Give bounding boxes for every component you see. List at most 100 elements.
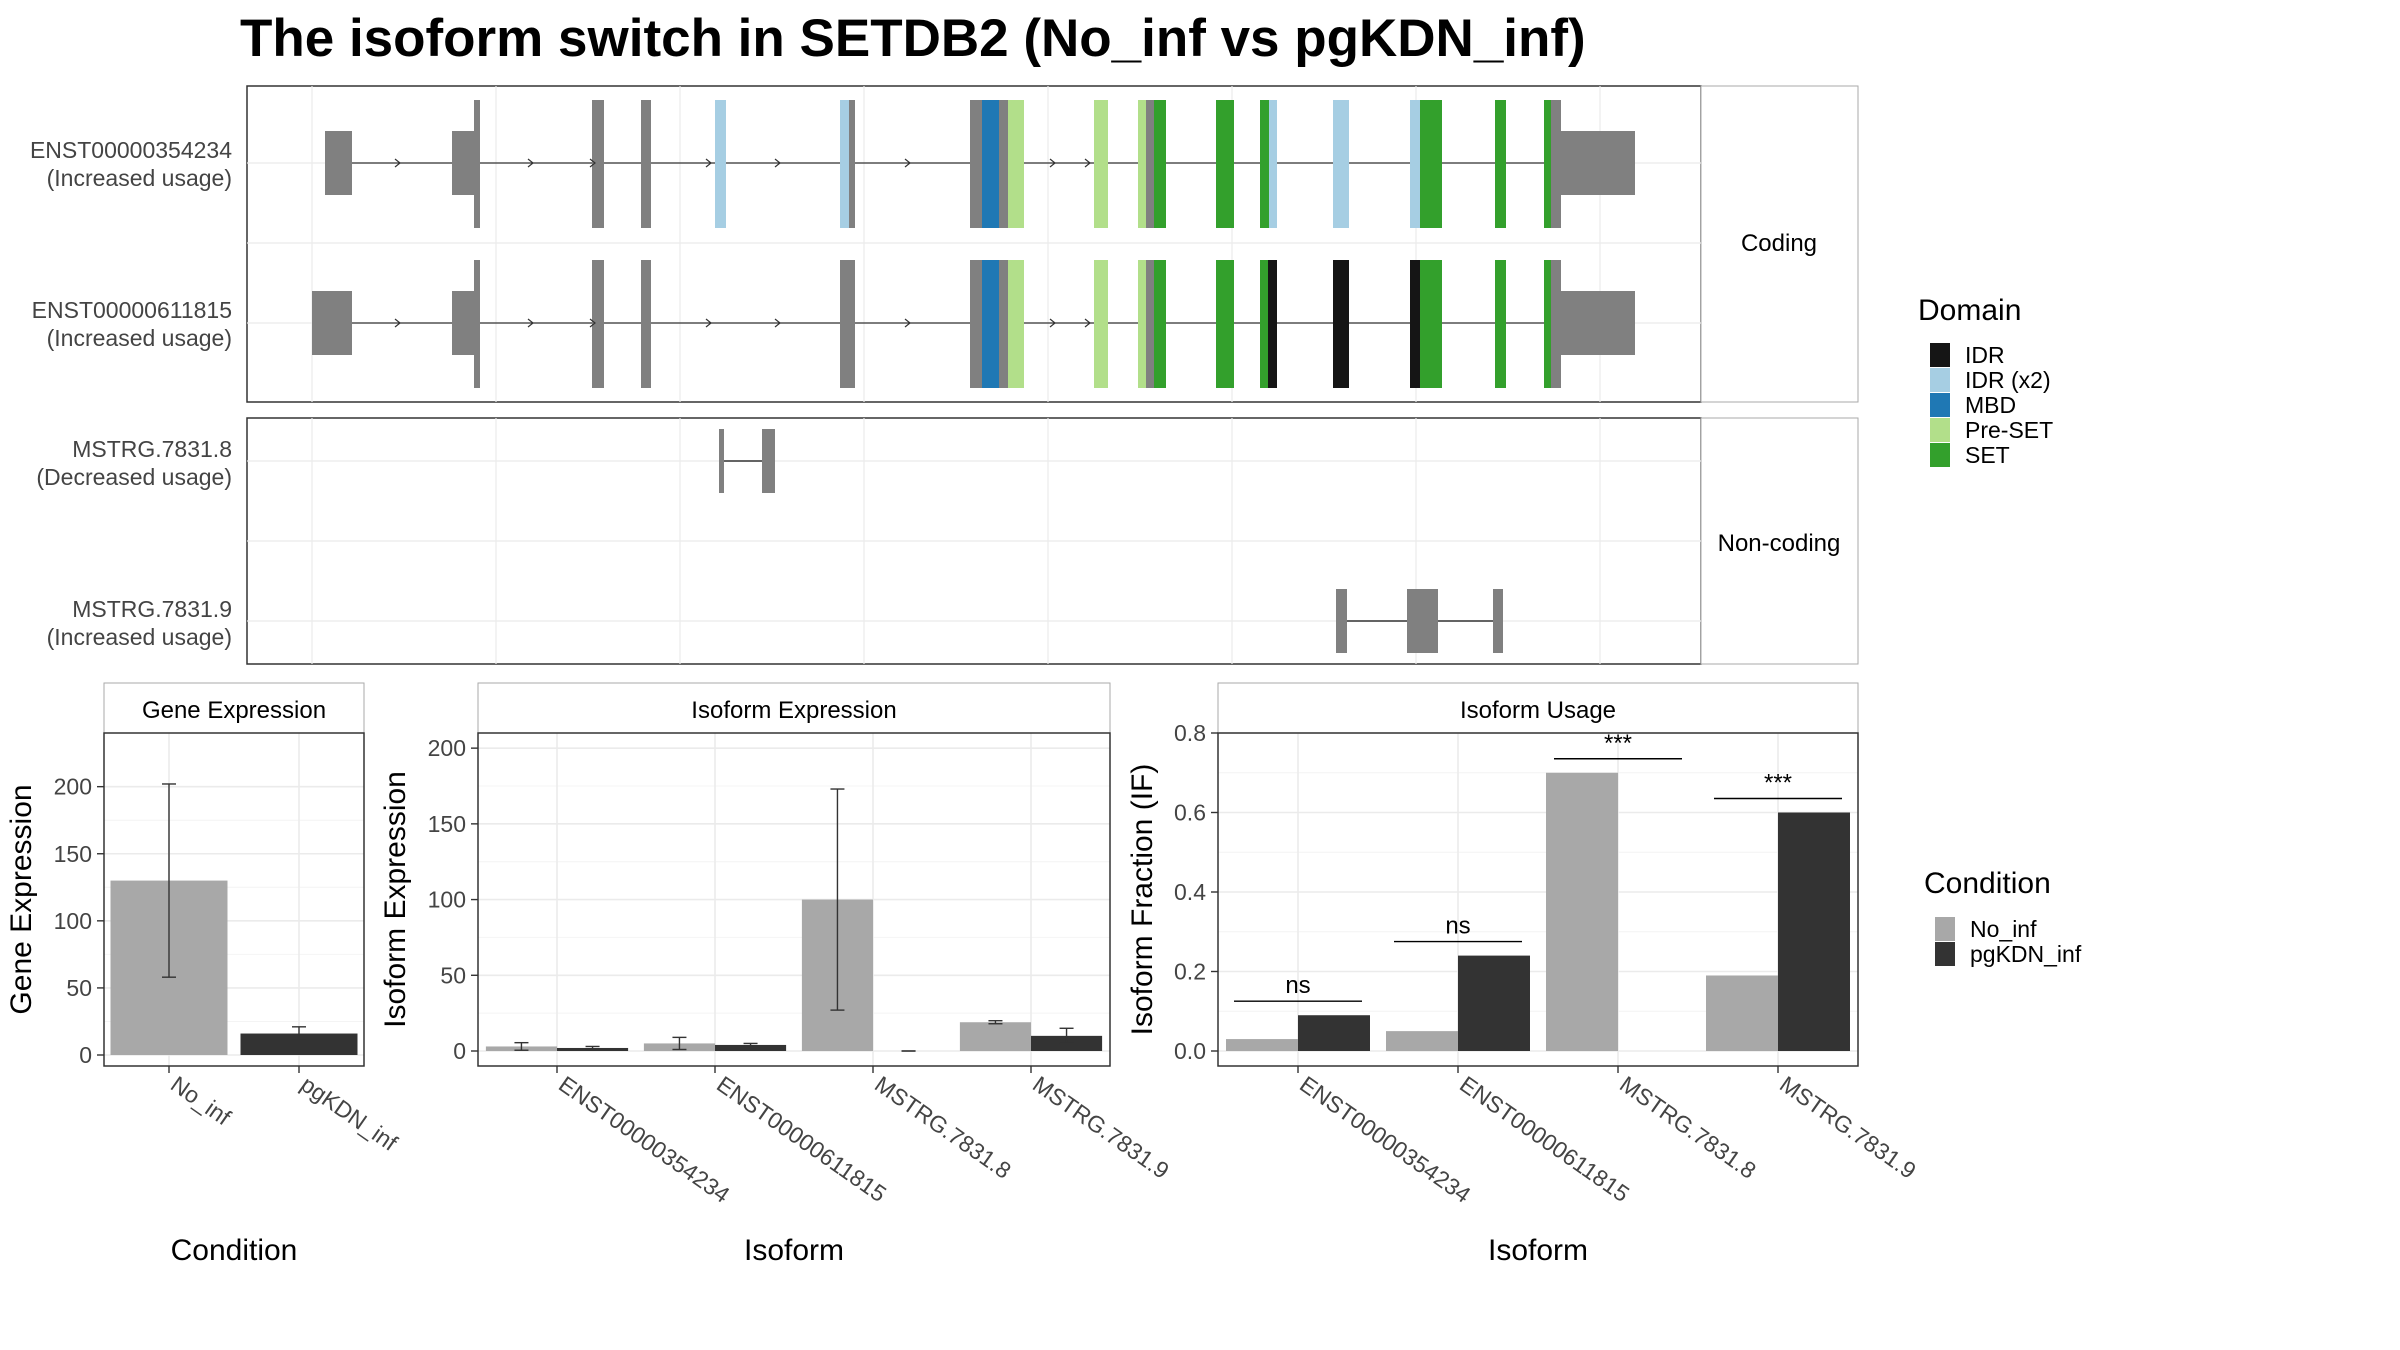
transcript-usage-2: (Increased usage) — [47, 325, 232, 351]
y-tick-label: 0.2 — [1174, 959, 1206, 985]
pre-set-domain — [1094, 260, 1108, 388]
y-tick-label: 100 — [54, 908, 92, 934]
panel-strip — [477, 682, 1111, 734]
x-tick-label: MSTRG.7831.9 — [1028, 1071, 1174, 1184]
pre-set-domain — [1094, 100, 1108, 228]
intron-direction-arrow — [705, 318, 712, 328]
x-tick-label: ENST00000611815 — [1455, 1071, 1634, 1207]
idr-x2-domain — [1333, 100, 1349, 228]
exon — [1561, 131, 1635, 195]
x-tick-label: ENST00000611815 — [712, 1071, 891, 1207]
bar — [1386, 1031, 1458, 1051]
significance-label: ns — [1445, 913, 1470, 940]
coding-strip-label: Coding — [1741, 230, 1817, 257]
legend-key-idr-x2- — [1930, 368, 1950, 392]
set-domain — [1260, 100, 1269, 228]
bar — [1458, 955, 1530, 1051]
exon — [474, 100, 480, 228]
exon — [849, 100, 855, 228]
gene-expression-chart: Gene Expression 0 50 100 150 200 No_inf pgKDN_i… — [5, 682, 403, 1267]
mbd-domain — [982, 100, 999, 228]
intron-direction-arrow — [394, 318, 401, 328]
exon — [452, 291, 474, 355]
transcript-usage-1: (Increased usage) — [47, 165, 232, 191]
legend-label: IDR — [1965, 342, 2005, 368]
idr-x2-domain — [1410, 100, 1420, 228]
y-tick-label: 0.0 — [1174, 1038, 1206, 1064]
exon — [719, 429, 724, 493]
intron-direction-arrow — [774, 318, 781, 328]
y-tick-label: 100 — [428, 887, 466, 913]
panel-border — [1217, 732, 1859, 1067]
set-domain — [1495, 260, 1506, 388]
idr-x2-domain — [715, 100, 726, 228]
exon — [1336, 589, 1347, 653]
x-tick-label: MSTRG.7831.8 — [1615, 1071, 1761, 1184]
pre-set-domain — [1008, 260, 1024, 388]
intron-direction-arrow — [589, 158, 596, 168]
significance-label: *** — [1764, 770, 1792, 797]
pre-set-domain — [1138, 100, 1146, 228]
legend-key-mbd — [1930, 393, 1950, 417]
transcript-track-enst00000611815 — [312, 260, 1635, 388]
intron-direction-arrow — [904, 318, 911, 328]
idr-x2-domain — [1269, 100, 1277, 228]
figure-title: The isoform switch in SETDB2 (No_inf vs … — [240, 9, 1586, 68]
y-tick-label: 150 — [428, 811, 466, 837]
legend-key-idr — [1930, 343, 1950, 367]
transcript-track-enst00000354234 — [325, 100, 1635, 228]
x-axis-title: Condition — [171, 1234, 298, 1267]
x-axis-title: Isoform — [744, 1234, 844, 1267]
exon — [1146, 260, 1154, 388]
pre-set-domain — [1138, 260, 1146, 388]
exon — [312, 291, 352, 355]
y-tick-label: 0 — [453, 1038, 466, 1064]
bar — [240, 1033, 358, 1055]
idr-domain — [1268, 260, 1277, 388]
panel-strip — [1217, 682, 1859, 734]
set-domain — [1154, 100, 1166, 228]
bar — [959, 1022, 1031, 1051]
exon — [592, 260, 604, 388]
intron-direction-arrow — [774, 158, 781, 168]
x-axis-title: Isoform — [1488, 1234, 1588, 1267]
exon — [999, 260, 1008, 388]
exon — [1551, 100, 1561, 228]
y-tick-label: 200 — [428, 735, 466, 761]
exon — [641, 260, 651, 388]
bar — [1226, 1039, 1298, 1051]
noncoding-strip-label: Non-coding — [1718, 530, 1841, 557]
legend-key-set — [1930, 443, 1950, 467]
legend-key-no-inf — [1935, 917, 1955, 941]
transcript-track-mstrg-7831-9 — [1336, 589, 1503, 653]
bar — [1778, 812, 1850, 1051]
significance-label: ns — [1285, 972, 1310, 999]
exon — [641, 100, 651, 228]
y-tick-label: 200 — [54, 774, 92, 800]
exon — [970, 260, 982, 388]
intron-direction-arrow — [527, 318, 534, 328]
isoform-expression-chart: Isoform Expression 0 50 100 150 200 ENST000003… — [379, 682, 1174, 1267]
exon — [1146, 100, 1154, 228]
intron-direction-arrow — [1049, 158, 1056, 168]
legend-key-pre-set — [1930, 418, 1950, 442]
panel-border — [103, 732, 365, 1067]
condition-legend-title: Condition — [1924, 867, 2051, 900]
intron-direction-arrow — [1049, 318, 1056, 328]
x-tick-label: pgKDN_inf — [296, 1071, 403, 1156]
intron-direction-arrow — [1084, 158, 1091, 168]
domain-legend-title: Domain — [1918, 294, 2021, 327]
transcript-label-3: MSTRG.7831.8 — [72, 436, 232, 462]
y-axis-title: Isoform Fraction (IF) — [1126, 764, 1159, 1036]
exon — [1493, 589, 1503, 653]
legend-label: MBD — [1965, 392, 2016, 418]
transcript-label-4: MSTRG.7831.9 — [72, 596, 232, 622]
panel-title: Isoform Expression — [691, 697, 896, 724]
intron-direction-arrow — [394, 158, 401, 168]
exon — [452, 131, 474, 195]
transcript-track-mstrg-7831-8 — [719, 429, 775, 493]
y-axis-title: Gene Expression — [5, 784, 38, 1014]
